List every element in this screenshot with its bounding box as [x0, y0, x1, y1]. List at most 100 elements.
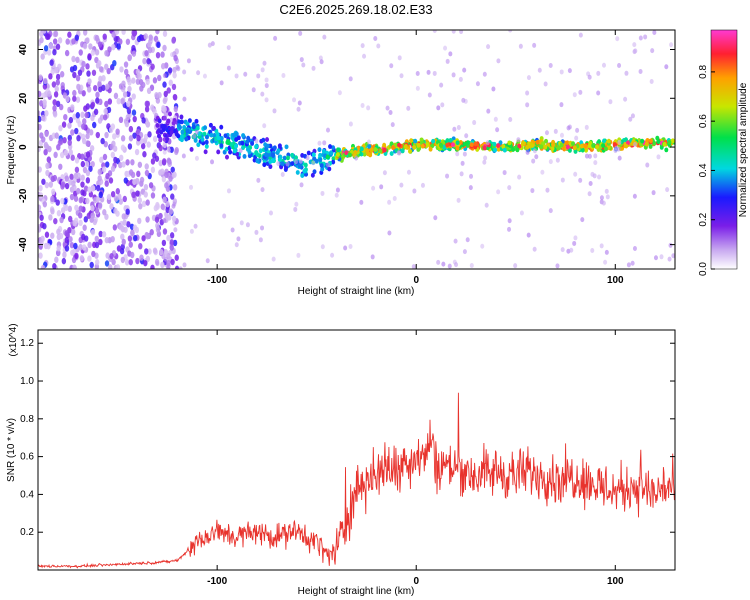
spectrogram-noise-cell — [67, 122, 72, 129]
spectrogram-noise-cell — [617, 62, 622, 68]
spectrogram-noise-cell — [158, 159, 163, 167]
spectrogram-ridge-cell — [667, 139, 672, 145]
spectrogram-noise-cell — [234, 73, 239, 79]
spectrogram-noise-cell — [544, 130, 549, 136]
spectrogram-ridge-cell — [493, 147, 498, 153]
spectrogram-noise-cell — [121, 30, 126, 35]
spectrogram-noise-cell — [482, 71, 487, 77]
spectrogram-noise-cell — [155, 97, 161, 104]
spectrogram-noise-cell — [131, 50, 137, 57]
spectrogram-noise-cell — [131, 191, 136, 199]
spectrogram-noise-cell — [138, 203, 143, 210]
spectrogram-noise-cell — [62, 251, 67, 259]
spectrogram-ridge-cell — [344, 150, 349, 156]
spectrogram-noise-cell — [525, 149, 530, 155]
spectrogram-noise-cell — [49, 59, 54, 66]
spectrogram-noise-cell — [464, 133, 469, 139]
spectrogram-noise-cell — [106, 67, 111, 75]
spectrogram-noise-cell — [87, 241, 92, 249]
spectrogram-noise-cell — [126, 107, 132, 115]
spectrogram-noise-cell — [145, 199, 150, 206]
spectrogram-noise-cell — [154, 91, 159, 99]
spectrogram-noise-cell — [77, 69, 83, 76]
spectrogram-noise-cell — [122, 91, 128, 98]
spectrogram-noise-cell — [168, 79, 173, 86]
spectrogram-noise-cell — [320, 190, 325, 196]
spectrogram-noise-cell — [150, 104, 155, 111]
spectrogram-noise-cell — [143, 191, 148, 198]
spectrogram-ridge-cell — [228, 149, 233, 155]
spectrogram-noise-cell — [178, 266, 183, 269]
spectrogram-noise-cell — [169, 232, 175, 239]
spectrogram-noise-cell — [192, 133, 197, 139]
spectrogram-noise-cell — [137, 197, 143, 204]
spectrogram-noise-cell — [161, 205, 166, 211]
spectrogram-ridge-cell — [572, 145, 577, 151]
spectrogram-noise-cell — [105, 172, 110, 180]
spectrogram-noise-cell — [132, 115, 137, 123]
spectrogram-noise-cell — [388, 109, 393, 115]
spectrogram-ridge-cell — [412, 145, 417, 150]
spectrogram-noise-cell — [104, 236, 110, 244]
spectrogram-noise-cell — [132, 132, 137, 139]
spectrogram-noise-cell — [130, 229, 135, 237]
spectrogram-ridge-cell — [565, 144, 570, 150]
spectrogram-noise-cell — [387, 230, 392, 236]
snr-frame — [37, 329, 676, 571]
spectrogram-ridge-cell — [224, 154, 229, 160]
spectrogram-noise-cell — [162, 228, 168, 235]
spectrogram-noise-cell — [311, 65, 316, 71]
spectrogram-noise-cell — [483, 155, 488, 161]
spectrogram-noise-cell — [143, 183, 149, 191]
spectrogram-noise-cell — [486, 108, 491, 114]
spectrogram-noise-cell — [50, 232, 55, 239]
spectrogram-noise-cell — [174, 147, 179, 154]
spectrogram-ridge-cell — [300, 173, 305, 178]
spectrogram-noise-cell — [45, 169, 50, 177]
spectrogram-noise-cell — [264, 77, 269, 83]
spectrogram-noise-cell — [143, 33, 149, 40]
spectrogram-noise-cell — [163, 249, 169, 256]
spectrogram-noise-cell — [75, 74, 81, 82]
spectrogram-noise-cell — [176, 66, 181, 72]
spectrogram-noise-cell — [615, 36, 620, 42]
spectrogram-noise-cell — [172, 66, 177, 74]
spectrogram-noise-cell — [164, 182, 169, 189]
spectrogram-ridge-cell — [310, 172, 315, 178]
spectrogram-noise-cell — [38, 204, 42, 211]
spectrogram-ridge-cell — [306, 150, 311, 156]
spectrogram-noise-cell — [166, 259, 171, 267]
spectrogram-ytick-label: 0 — [18, 144, 29, 150]
spectrogram-noise-cell — [168, 175, 173, 182]
spectrogram-ridge-cell — [155, 123, 160, 128]
spectrogram-noise-cell — [104, 213, 109, 220]
spectrogram-noise-cell — [74, 127, 79, 135]
spectrogram-noise-cell — [56, 210, 62, 217]
spectrogram-noise-cell — [652, 30, 657, 36]
spectrogram-ridge-cell — [416, 142, 421, 148]
spectrogram-noise-cell — [659, 254, 664, 260]
spectrogram-noise-cell — [154, 216, 160, 223]
spectrogram-noise-cell — [373, 36, 378, 42]
spectrogram-ridge-cell — [409, 138, 414, 144]
spectrogram-ridge-cell — [321, 148, 326, 154]
spectrogram-noise-cell — [85, 151, 91, 158]
spectrogram-noise-cell — [632, 193, 637, 199]
spectrogram-noise-cell — [69, 193, 75, 201]
spectrogram-noise-cell — [137, 73, 142, 80]
spectrogram-ridge-cell — [196, 142, 201, 148]
spectrogram-noise-cell — [85, 63, 90, 70]
spectrogram-noise-cell — [112, 133, 117, 140]
spectrogram-noise-cell — [656, 154, 661, 160]
spectrogram-noise-cell — [168, 250, 173, 256]
spectrogram-noise-cell — [115, 128, 120, 135]
colorbar: 0.8 0.6 0.4 0.2 0.0 Normalized spectral ampl… — [698, 29, 749, 276]
spectrogram-noise-cell — [43, 148, 48, 156]
snr-ytick-label: 0.2 — [20, 527, 34, 538]
spectrogram-noise-cell — [77, 121, 82, 128]
spectrogram-noise-cell — [52, 38, 58, 45]
spectrogram-noise-cell — [65, 38, 70, 45]
spectrogram-noise-cell — [123, 177, 129, 184]
spectrogram-noise-cell — [207, 42, 212, 48]
spectrogram-noise-cell — [133, 234, 138, 242]
